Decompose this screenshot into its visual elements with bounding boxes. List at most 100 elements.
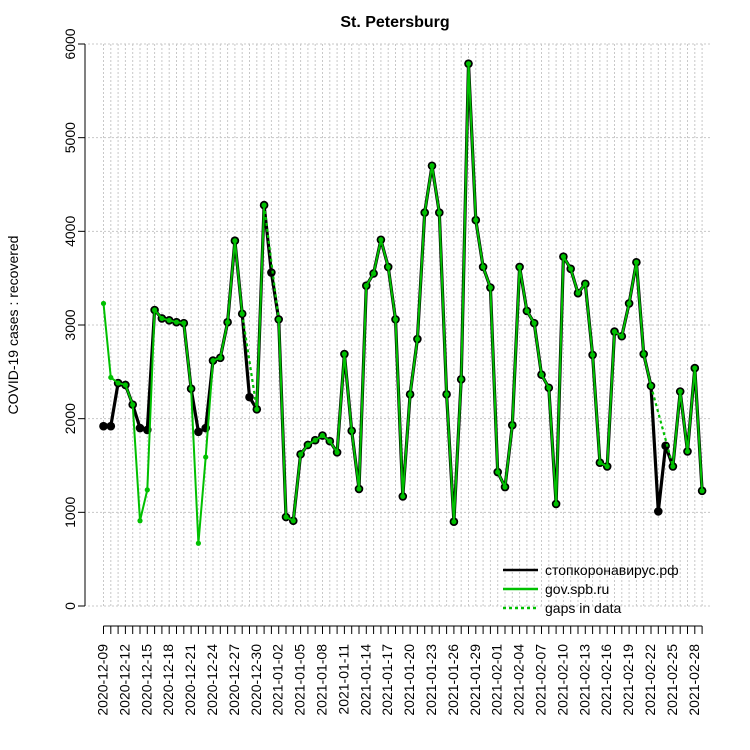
point-govspb bbox=[217, 355, 223, 361]
point-govspb bbox=[312, 437, 318, 443]
x-tick-label: 2021-01-05 bbox=[292, 644, 308, 716]
x-tick-label: 2021-02-13 bbox=[576, 644, 592, 716]
point-govspb bbox=[100, 300, 107, 307]
point-govspb bbox=[451, 519, 457, 525]
point-govspb bbox=[203, 454, 209, 460]
series-gap-govspb bbox=[241, 204, 674, 467]
point-govspb bbox=[473, 217, 479, 223]
point-govspb bbox=[239, 311, 245, 317]
point-govspb bbox=[210, 357, 216, 364]
point-govspb bbox=[298, 451, 304, 457]
point-govspb bbox=[115, 380, 121, 386]
point-govspb bbox=[327, 438, 333, 444]
point-govspb bbox=[414, 336, 420, 342]
y-tick-label: 0 bbox=[62, 602, 78, 610]
point-govspb bbox=[371, 270, 377, 277]
point-govspb bbox=[619, 333, 625, 339]
point-govspb bbox=[166, 317, 172, 323]
point-govspb bbox=[188, 386, 194, 392]
point-govspb bbox=[349, 428, 355, 434]
point-govspb bbox=[538, 372, 545, 378]
point-govspb bbox=[341, 351, 347, 357]
point-govspb bbox=[407, 391, 413, 397]
legend-label-stopcorona: стопкоронавирус.рф bbox=[545, 562, 679, 578]
point-govspb bbox=[290, 518, 296, 524]
point-govspb bbox=[283, 514, 289, 520]
x-tick-label: 2021-02-01 bbox=[489, 644, 505, 716]
y-tick-label: 3000 bbox=[62, 309, 78, 340]
point-govspb bbox=[590, 352, 596, 358]
point-stopcorona bbox=[135, 423, 145, 433]
point-govspb bbox=[108, 374, 114, 381]
point-govspb bbox=[553, 501, 559, 507]
point-govspb bbox=[122, 382, 128, 388]
grid bbox=[88, 43, 710, 607]
point-govspb bbox=[400, 493, 406, 500]
y-tick-label: 6000 bbox=[62, 28, 78, 59]
point-govspb bbox=[487, 284, 493, 291]
x-tick-label: 2021-01-26 bbox=[445, 644, 461, 716]
point-govspb bbox=[173, 319, 180, 325]
point-govspb bbox=[575, 290, 581, 296]
point-govspb bbox=[137, 518, 143, 524]
series-line-govspb bbox=[102, 62, 704, 545]
point-govspb bbox=[633, 259, 640, 265]
point-govspb bbox=[130, 402, 136, 408]
legend: стопкоронавирус.рф gov.spb.ru gaps in da… bbox=[503, 562, 679, 616]
point-govspb bbox=[334, 449, 340, 455]
x-tick-label: 2021-02-16 bbox=[598, 644, 614, 716]
x-tick-label: 2021-02-28 bbox=[686, 644, 702, 716]
x-tick-label: 2020-12-30 bbox=[248, 644, 264, 716]
point-stopcorona bbox=[245, 392, 254, 402]
x-tick-label: 2021-02-04 bbox=[511, 644, 527, 716]
point-govspb bbox=[385, 264, 391, 270]
x-tick-label: 2021-01-23 bbox=[423, 644, 439, 716]
x-tick-label: 2021-02-25 bbox=[664, 644, 680, 716]
point-govspb bbox=[502, 484, 508, 490]
x-tick-label: 2021-01-20 bbox=[401, 644, 417, 716]
point-govspb bbox=[181, 320, 187, 326]
point-stopcorona bbox=[267, 268, 276, 277]
point-govspb bbox=[626, 300, 632, 307]
point-govspb bbox=[144, 487, 150, 493]
point-govspb bbox=[276, 316, 282, 322]
point-govspb bbox=[444, 391, 450, 397]
point-govspb bbox=[546, 385, 552, 391]
point-govspb bbox=[582, 281, 588, 287]
x-tick-label: 2021-01-17 bbox=[379, 644, 395, 716]
point-govspb bbox=[597, 460, 603, 466]
point-govspb bbox=[261, 202, 267, 208]
point-stopcorona bbox=[654, 507, 663, 516]
point-govspb bbox=[531, 320, 537, 326]
x-tick-label: 2020-12-12 bbox=[116, 644, 132, 716]
point-govspb bbox=[429, 163, 435, 169]
point-govspb bbox=[305, 442, 311, 448]
point-govspb bbox=[699, 488, 705, 494]
y-tick-label: 4000 bbox=[62, 216, 78, 247]
x-tick-label: 2020-12-09 bbox=[95, 644, 111, 716]
x-tick-label: 2020-12-18 bbox=[160, 644, 176, 716]
point-govspb bbox=[356, 486, 362, 492]
x-tick-label: 2020-12-24 bbox=[204, 644, 220, 716]
x-tick-label: 2021-01-11 bbox=[335, 644, 351, 715]
y-tick-label: 1000 bbox=[62, 497, 78, 528]
y-axis-label: COVID-19 cases : recovered bbox=[5, 236, 21, 415]
point-govspb bbox=[159, 315, 165, 322]
point-govspb bbox=[195, 540, 201, 546]
y-tick-label: 5000 bbox=[62, 122, 78, 153]
point-govspb bbox=[509, 422, 515, 428]
point-govspb bbox=[152, 307, 158, 313]
x-tick-label: 2021-02-07 bbox=[533, 644, 549, 716]
point-govspb bbox=[422, 210, 428, 216]
point-govspb bbox=[604, 463, 610, 470]
x-tick-label: 2021-01-29 bbox=[467, 644, 483, 716]
point-govspb bbox=[480, 264, 486, 270]
point-govspb bbox=[684, 448, 691, 455]
x-tick-label: 2021-01-14 bbox=[357, 644, 373, 716]
point-govspb bbox=[465, 61, 472, 67]
x-tick-label: 2020-12-27 bbox=[226, 644, 242, 716]
point-govspb bbox=[225, 319, 231, 325]
point-govspb bbox=[363, 283, 369, 289]
point-govspb bbox=[458, 376, 464, 382]
